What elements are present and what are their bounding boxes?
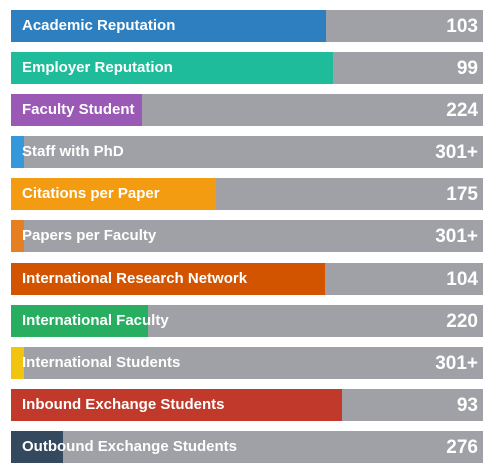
indicator-bar-fill <box>11 136 25 168</box>
indicator-bar-fill <box>11 431 63 463</box>
indicator-row-academic-reputation: Academic Reputation 103 <box>11 10 483 42</box>
indicator-bar-fill <box>11 52 333 84</box>
indicator-bar-fill <box>11 305 148 337</box>
indicator-label: International Faculty <box>22 312 169 329</box>
indicator-rank: 276 <box>446 437 478 458</box>
indicator-rank: 93 <box>456 395 478 416</box>
indicator-label: Papers per Faculty <box>22 227 157 244</box>
indicator-bar-fill <box>11 263 325 295</box>
indicator-row-international-students: International Students 301+ <box>11 347 483 379</box>
indicator-label: Outbound Exchange Students <box>22 438 238 455</box>
indicator-rank: 301+ <box>435 142 478 163</box>
indicator-rank: 99 <box>456 58 478 79</box>
indicator-rank: 175 <box>446 184 478 205</box>
indicator-bar-fill <box>11 10 327 42</box>
indicator-bar-fill <box>11 178 216 210</box>
indicator-bar-fill <box>11 220 25 252</box>
indicator-rank: 103 <box>446 16 478 37</box>
indicator-label: Inbound Exchange Students <box>22 396 225 413</box>
indicator-row-papers-per-faculty: Papers per Faculty 301+ <box>11 220 483 252</box>
indicator-row-outbound-exchange-students: Outbound Exchange Students 276 <box>11 431 483 463</box>
indicator-row-faculty-student: Faculty Student 224 <box>11 94 483 126</box>
indicator-row-citations-per-paper: Citations per Paper 175 <box>11 178 483 210</box>
indicator-rank: 301+ <box>435 226 478 247</box>
indicator-label: Citations per Paper <box>22 185 160 202</box>
indicator-row-inbound-exchange-students: Inbound Exchange Students 93 <box>11 389 483 421</box>
indicator-rank: 301+ <box>435 353 478 374</box>
indicator-label: Faculty Student <box>22 101 135 118</box>
indicator-label: Staff with PhD <box>22 143 124 160</box>
indicator-label: Academic Reputation <box>22 17 176 34</box>
indicator-bar-fill <box>11 94 143 126</box>
indicator-rank: 220 <box>446 311 478 332</box>
indicator-rank: 104 <box>446 269 478 290</box>
indicator-row-staff-with-phd: Staff with PhD 301+ <box>11 136 483 168</box>
indicator-row-international-faculty: International Faculty 220 <box>11 305 483 337</box>
indicator-rank: 224 <box>446 100 478 121</box>
indicator-row-employer-reputation: Employer Reputation 99 <box>11 52 483 84</box>
indicator-label: International Research Network <box>22 270 248 287</box>
indicator-bar-fill <box>11 347 25 379</box>
indicator-bar-fill <box>11 389 342 421</box>
indicator-label: International Students <box>22 354 181 371</box>
indicator-row-international-research-network: International Research Network 104 <box>11 263 483 295</box>
indicator-label: Employer Reputation <box>22 59 173 76</box>
